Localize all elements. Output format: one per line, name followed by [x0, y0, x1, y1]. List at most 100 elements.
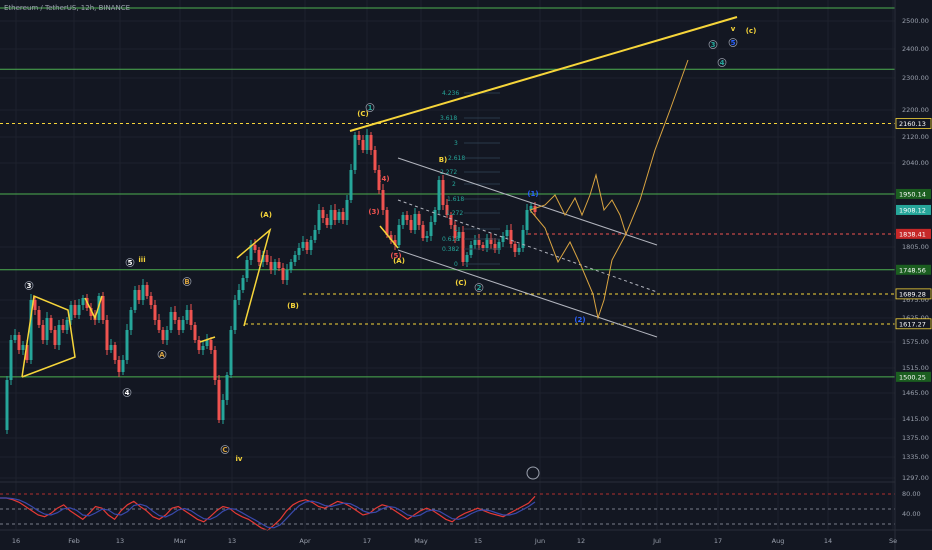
fib-label-1: 3.618 — [440, 115, 457, 122]
candle-body-24 — [97, 296, 101, 320]
candle-body-16 — [65, 320, 69, 330]
candle-body-58 — [233, 300, 237, 330]
candle-body-123 — [493, 244, 497, 250]
candle-body-1 — [5, 380, 9, 430]
candle-body-116 — [465, 255, 469, 262]
x-tick-15: Se — [889, 537, 897, 545]
candle-body-36 — [145, 285, 149, 296]
candle-body-63 — [253, 245, 257, 250]
candle-body-55 — [221, 400, 225, 420]
candle-body-103 — [413, 214, 417, 230]
fib-label-7: 1.272 — [446, 210, 463, 217]
wave-a-line — [236, 227, 272, 327]
fib-label-11: 0 — [454, 261, 458, 268]
wave-label-20: 3 — [711, 41, 716, 49]
candle-body-8 — [33, 300, 37, 310]
x-tick-9: Jun — [534, 537, 545, 545]
candle-body-30 — [121, 360, 125, 372]
candle-body-119 — [477, 240, 481, 245]
candle-body-124 — [497, 242, 501, 250]
candle-body-33 — [133, 290, 137, 310]
candle-body-50 — [201, 346, 205, 350]
wave-circle-7 — [474, 283, 484, 292]
x-tick-13: Aug — [772, 537, 785, 545]
candle-body-75 — [301, 242, 305, 248]
candle-body-102 — [409, 220, 413, 230]
price-label-2: 1908.12 — [899, 206, 926, 214]
candle-body-128 — [513, 244, 517, 252]
candle-body-66 — [265, 255, 269, 262]
y-tick-14: 1335.00 — [902, 453, 929, 461]
candle-body-15 — [61, 325, 65, 330]
candle-body-25 — [101, 296, 105, 320]
wave-circle-4 — [182, 277, 192, 286]
lightning-icon — [526, 466, 540, 480]
candle-body-69 — [277, 262, 281, 268]
candle-body-80 — [321, 210, 325, 218]
candle-body-122 — [489, 238, 493, 244]
candle-body-82 — [329, 210, 333, 225]
candle-body-44 — [177, 320, 181, 330]
wave-label-1: 1 — [368, 104, 373, 112]
candle-body-4 — [17, 335, 21, 350]
upper-trend-line — [349, 16, 738, 132]
y-tick-2: 2300.00 — [902, 74, 929, 82]
candle-body-40 — [161, 330, 165, 340]
candle-body-53 — [213, 350, 217, 380]
wave-label-22: 5 — [731, 39, 736, 47]
candle-body-89 — [357, 135, 361, 140]
candle-body-98 — [393, 240, 397, 245]
y-tick-11: 1465.00 — [902, 389, 929, 397]
candle-body-35 — [141, 285, 145, 300]
fib-label-10: 0.382 — [442, 246, 459, 253]
wave-label-23: v — [731, 25, 736, 33]
projection-alt — [529, 209, 627, 320]
candle-body-94 — [377, 170, 381, 190]
x-tick-3: Mar — [174, 537, 187, 545]
price-label-bg-1 — [896, 188, 931, 199]
candle-body-28 — [113, 345, 117, 360]
candle-body-27 — [109, 345, 113, 350]
candle-body-10 — [41, 325, 45, 340]
wedge-line — [84, 295, 103, 320]
candle-body-26 — [105, 320, 109, 350]
y-tick-13: 1375.00 — [902, 434, 929, 442]
candle-body-64 — [257, 250, 261, 262]
x-tick-8: 15 — [474, 537, 482, 545]
candle-body-88 — [353, 135, 357, 170]
fib-label-5: 2 — [452, 181, 456, 188]
candle-body-70 — [281, 268, 285, 280]
y-tick-5: 2040.00 — [902, 159, 929, 167]
wave-circle-9 — [717, 58, 727, 67]
candle-body-20 — [81, 298, 85, 305]
candle-body-48 — [193, 325, 197, 340]
candle-body-118 — [473, 240, 477, 245]
y-tick-9: 1575.00 — [902, 338, 929, 346]
y-tick-7: 1675.00 — [902, 296, 929, 304]
candle-body-130 — [521, 230, 525, 248]
wave-circle-3 — [122, 388, 132, 397]
candle-body-77 — [309, 240, 313, 250]
wave-label-10: (A) — [260, 211, 272, 219]
wave-circle-2 — [24, 281, 34, 290]
candle-body-11 — [45, 318, 49, 340]
wave-circle-8 — [708, 40, 718, 49]
candle-body-85 — [341, 212, 345, 220]
wave-label-5: 4 — [125, 389, 130, 397]
x-tick-11: Jul — [652, 537, 661, 545]
candle-body-56 — [225, 375, 229, 400]
candle-body-42 — [169, 312, 173, 330]
price-label-bg-4 — [896, 264, 931, 275]
candle-body-120 — [481, 245, 485, 248]
price-label-bg-7 — [896, 371, 931, 382]
candle-body-47 — [189, 310, 193, 325]
y-tick-8: 1625.00 — [902, 314, 929, 322]
price-label-bg-5 — [895, 288, 932, 300]
candle-body-104 — [417, 214, 421, 225]
candle-body-73 — [293, 255, 297, 262]
candle-body-37 — [149, 296, 153, 305]
price-label-bg-6 — [895, 318, 932, 330]
candle-body-101 — [405, 215, 409, 220]
